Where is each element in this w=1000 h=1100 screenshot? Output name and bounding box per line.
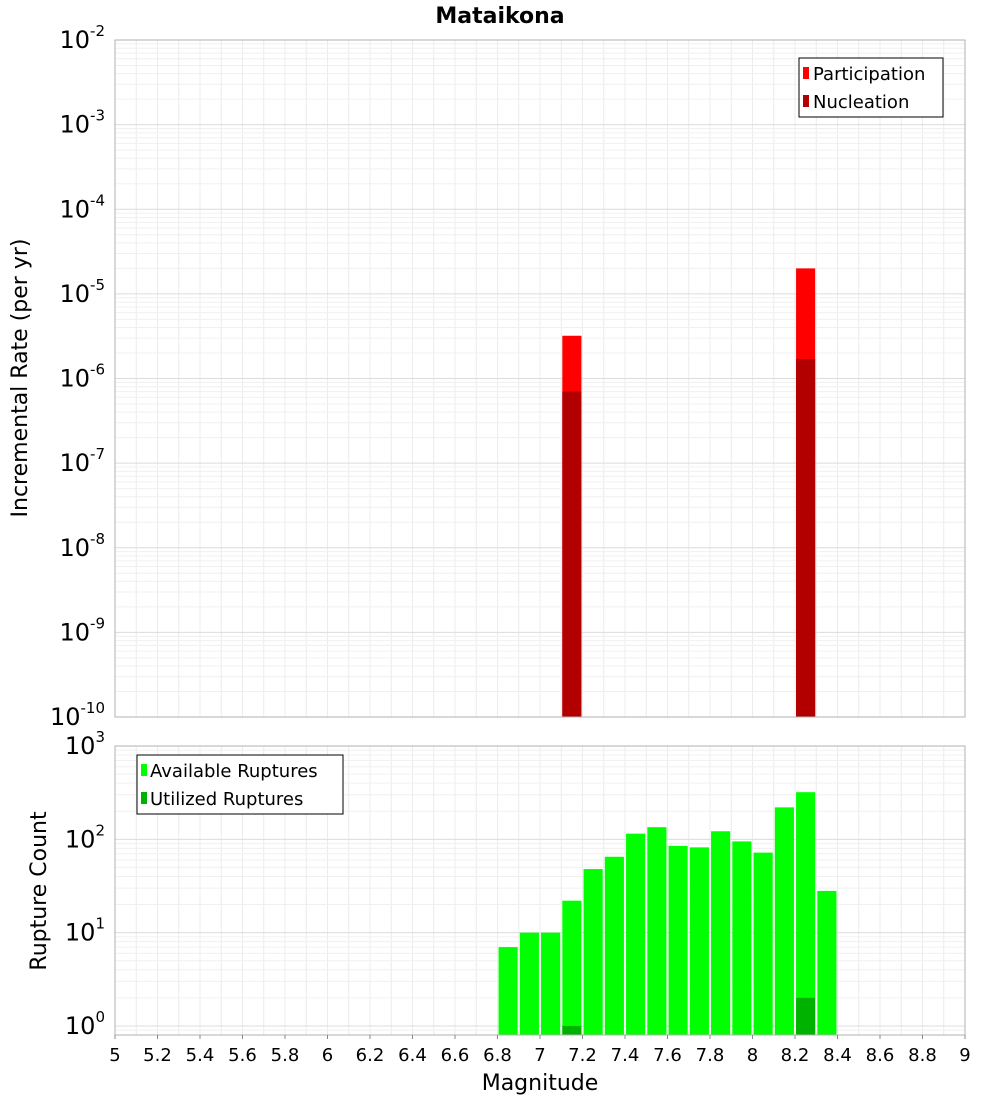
x-tick-label: 5.6 xyxy=(228,1045,257,1066)
legend-nucleation-label: Nucleation xyxy=(813,92,909,113)
x-tick-label: 7.4 xyxy=(611,1045,640,1066)
top-legend-box xyxy=(798,57,944,118)
bottom-bar-available-ruptures xyxy=(689,847,709,1035)
bottom-y-axis-label: Rupture Count xyxy=(27,811,52,971)
top-plot-frame xyxy=(114,39,966,718)
top-y-tick-label: 10-3 xyxy=(59,107,105,139)
bottom-bar-available-ruptures xyxy=(583,869,603,1035)
bottom-bar-available-ruptures xyxy=(519,932,539,1035)
bottom-plot-bars xyxy=(498,792,837,1035)
x-tick-label: 5.2 xyxy=(143,1045,172,1066)
x-tick-label: 8.6 xyxy=(866,1045,895,1066)
legend-participation-label: Participation xyxy=(813,64,925,85)
chart-title: Mataikona xyxy=(435,4,564,29)
bottom-bar-available-ruptures xyxy=(668,845,688,1035)
x-tick-label: 8.4 xyxy=(823,1045,852,1066)
top-y-tick-label: 10-7 xyxy=(59,445,105,477)
bottom-bar-available-ruptures xyxy=(796,792,816,1035)
top-legend: Participation Nucleation xyxy=(798,57,944,118)
bottom-bar-available-ruptures xyxy=(541,932,561,1035)
top-bar-nucleation xyxy=(796,358,816,717)
x-tick-label: 7.8 xyxy=(696,1045,725,1066)
x-tick-label: 6.4 xyxy=(398,1045,427,1066)
bottom-bar-available-ruptures xyxy=(732,841,752,1035)
bottom-bar-available-ruptures xyxy=(711,831,731,1035)
x-tick-label: 8.8 xyxy=(908,1045,937,1066)
x-tick-label: 5.8 xyxy=(271,1045,300,1066)
top-y-tick-label: 10-9 xyxy=(59,614,105,646)
x-tick-label: 8.2 xyxy=(781,1045,810,1066)
x-tick-label: 7.6 xyxy=(653,1045,682,1066)
legend-utilized-label: Utilized Ruptures xyxy=(150,789,303,810)
x-tick-label: 6 xyxy=(322,1045,333,1066)
legend-nucleation-swatch xyxy=(803,95,809,107)
top-plot-grid xyxy=(114,40,966,718)
top-bar-nucleation xyxy=(562,391,582,717)
bottom-bar-available-ruptures xyxy=(647,827,667,1035)
x-axis-label: Magnitude xyxy=(482,1071,599,1096)
x-tick-label: 5 xyxy=(109,1045,120,1066)
bottom-bar-available-ruptures xyxy=(774,807,794,1035)
bottom-legend-box xyxy=(136,754,344,815)
x-tick-label: 7 xyxy=(534,1045,545,1066)
top-y-tick-label: 10-2 xyxy=(59,22,105,54)
legend-participation-swatch xyxy=(803,67,809,79)
legend-available-label: Available Ruptures xyxy=(150,761,318,782)
bottom-bar-utilized-ruptures xyxy=(796,997,816,1035)
bottom-y-tick-label: 101 xyxy=(65,915,105,947)
x-tick-label: 6.2 xyxy=(356,1045,385,1066)
bottom-bar-available-ruptures xyxy=(626,833,646,1035)
top-y-tick-label: 10-8 xyxy=(59,530,105,562)
top-plot-bars xyxy=(562,268,816,717)
x-tick-labels: 5 5.2 5.4 5.6 5.8 6 6.2 6.4 6.6 6.8 7 7.2 7.4 7.6 7.8 8… xyxy=(109,1035,971,1066)
x-tick-label: 6.6 xyxy=(441,1045,470,1066)
x-tick-label: 6.8 xyxy=(483,1045,512,1066)
x-tick-label: 8 xyxy=(747,1045,758,1066)
legend-available-swatch xyxy=(141,764,147,776)
x-tick-label: 5.4 xyxy=(186,1045,215,1066)
bottom-bar-available-ruptures xyxy=(498,947,518,1035)
bottom-y-tick-label: 100 xyxy=(65,1008,105,1040)
top-y-tick-label: 10-5 xyxy=(59,276,105,308)
bottom-legend: Available Ruptures Utilized Ruptures xyxy=(136,754,344,815)
x-tick-label: 7.2 xyxy=(568,1045,597,1066)
top-y-axis-label: Incremental Rate (per yr) xyxy=(8,239,33,518)
top-y-tick-label: 10-10 xyxy=(50,699,105,731)
top-y-tick-label: 10-4 xyxy=(59,191,105,223)
top-y-tick-label: 10-6 xyxy=(59,361,105,393)
x-tick-label: 9 xyxy=(959,1045,970,1066)
bottom-bar-utilized-ruptures xyxy=(562,1025,582,1035)
bottom-bar-available-ruptures xyxy=(753,852,773,1035)
bottom-bar-available-ruptures xyxy=(604,856,624,1035)
bottom-bar-available-ruptures xyxy=(562,900,582,1035)
bottom-y-tick-label: 102 xyxy=(65,821,105,853)
bottom-y-tick-labels: 100 101 102 103 xyxy=(65,728,105,1040)
bottom-y-tick-label: 103 xyxy=(65,728,105,760)
legend-utilized-swatch xyxy=(141,792,147,804)
top-y-tick-labels: 10-10 10-9 10-8 10-7 10-6 10-5 10-4 10-3 10-2 xyxy=(50,22,105,731)
bottom-bar-available-ruptures xyxy=(817,890,837,1035)
